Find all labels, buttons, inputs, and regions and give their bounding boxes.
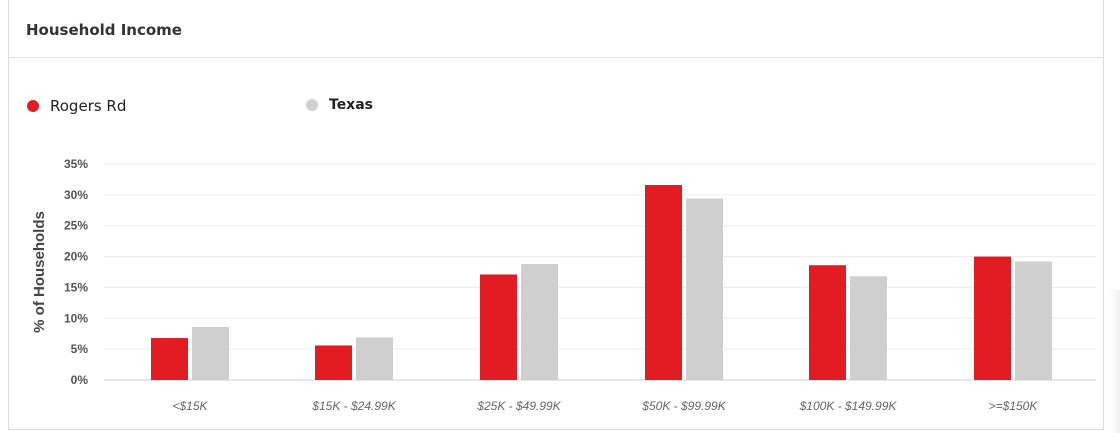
legend-swatch-texas xyxy=(306,99,318,111)
household-income-card: Household Income xyxy=(8,0,1104,430)
legend-swatch-rogers-rd xyxy=(27,100,39,112)
legend-label-texas: Texas xyxy=(329,97,373,113)
card-header: Household Income xyxy=(9,0,1103,58)
card-title: Household Income xyxy=(26,21,182,39)
page-edge-shadow xyxy=(1110,290,1120,433)
legend-item-rogers-rd[interactable]: Rogers Rd xyxy=(27,97,126,115)
legend-item-texas[interactable]: Texas xyxy=(306,97,373,113)
legend-label-rogers-rd: Rogers Rd xyxy=(50,97,127,115)
